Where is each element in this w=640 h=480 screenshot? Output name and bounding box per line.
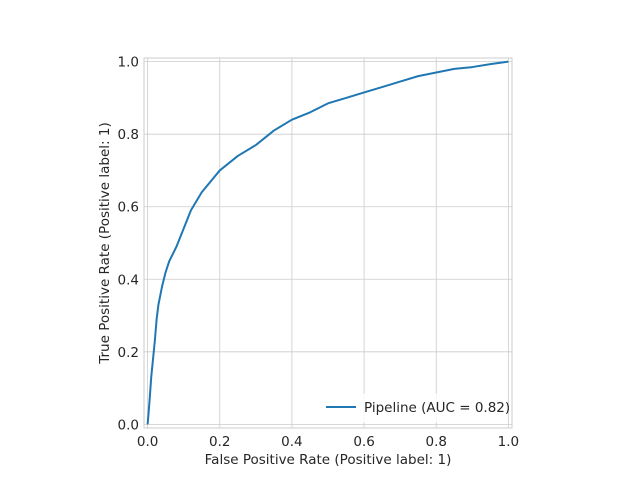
legend-box — [320, 394, 506, 422]
y-axis-label: True Positive Rate (Positive label: 1) — [97, 122, 113, 365]
legend: Pipeline (AUC = 0.82) — [320, 394, 510, 422]
y-axis-ticks: 0.0 0.2 0.4 0.6 0.8 1.0 — [118, 55, 139, 434]
x-tick-label: 0.4 — [281, 434, 302, 450]
x-tick-label: 0.8 — [425, 434, 446, 450]
x-axis-label: False Positive Rate (Positive label: 1) — [205, 452, 452, 468]
y-tick-label: 0.0 — [118, 417, 139, 433]
y-tick-label: 0.4 — [118, 272, 139, 288]
y-tick-label: 0.8 — [118, 127, 139, 143]
grid — [144, 58, 512, 428]
series — [146, 60, 509, 425]
x-axis-ticks: 0.0 0.2 0.4 0.6 0.8 1.0 — [137, 434, 519, 450]
axes-frame — [143, 57, 513, 429]
y-tick-label: 0.6 — [118, 200, 139, 216]
y-tick-label: 1.0 — [118, 55, 139, 71]
x-tick-label: 0.2 — [209, 434, 230, 450]
legend-label: Pipeline (AUC = 0.82) — [364, 400, 510, 416]
roc-curve-line — [146, 60, 509, 425]
axes-spines — [143, 57, 513, 429]
x-tick-label: 0.6 — [353, 434, 374, 450]
x-tick-label: 1.0 — [498, 434, 519, 450]
x-tick-label: 0.0 — [137, 434, 158, 450]
y-tick-label: 0.2 — [118, 345, 139, 361]
